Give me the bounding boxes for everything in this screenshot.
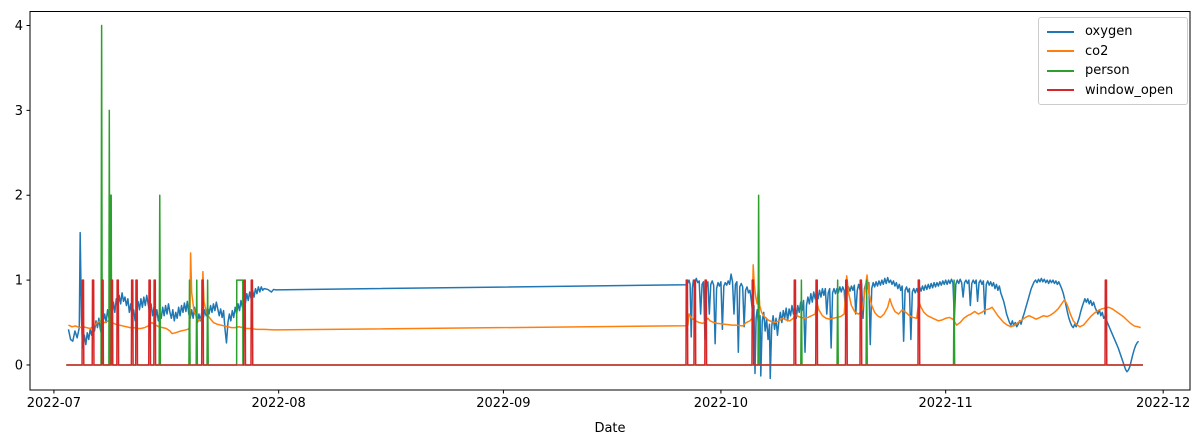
legend-line-sample-co2 (1047, 50, 1074, 53)
y-tick-label: 3 (15, 104, 23, 119)
x-tick-label: 2022-08 (252, 396, 306, 411)
legend-label-person: person (1085, 63, 1130, 79)
legend: oxygen co2 person window_open (1038, 17, 1188, 105)
axes-frame (29, 11, 1191, 391)
legend-item-co2: co2 (1047, 42, 1179, 61)
y-tick-label: 2 (15, 189, 23, 204)
legend-item-oxygen: oxygen (1047, 22, 1179, 41)
x-tick-label: 2022-10 (694, 396, 748, 411)
legend-line-sample-window-open (1047, 89, 1074, 92)
legend-line-sample-person (1047, 69, 1074, 72)
x-tick-label: 2022-07 (27, 396, 81, 411)
legend-label-co2: co2 (1085, 43, 1109, 59)
legend-label-oxygen: oxygen (1085, 24, 1133, 40)
series-person-line (66, 24, 1143, 366)
x-tick-label: 2022-12 (1136, 396, 1190, 411)
legend-line-sample-oxygen (1047, 30, 1074, 33)
series-window_open-line (66, 279, 1143, 366)
y-tick-label: 1 (15, 274, 23, 289)
x-tick-label: 2022-09 (476, 396, 530, 411)
legend-item-person: person (1047, 61, 1179, 80)
x-tick-label: 2022-11 (919, 396, 973, 411)
series-co2-line (68, 252, 1141, 335)
legend-item-window-open: window_open (1047, 81, 1179, 100)
y-tick-label: 4 (15, 19, 23, 34)
y-tick-label: 0 (15, 358, 23, 373)
x-axis-title: Date (594, 421, 626, 436)
legend-label-window-open: window_open (1085, 82, 1174, 98)
series-oxygen-line (67, 231, 1140, 380)
